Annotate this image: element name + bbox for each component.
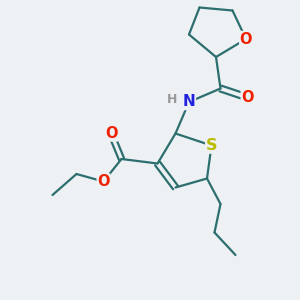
Text: O: O [241,90,254,105]
Text: N: N [183,94,195,110]
Text: H: H [167,93,178,106]
Text: O: O [105,126,117,141]
Text: O: O [240,32,252,46]
Text: O: O [97,174,110,189]
Text: S: S [206,138,217,153]
